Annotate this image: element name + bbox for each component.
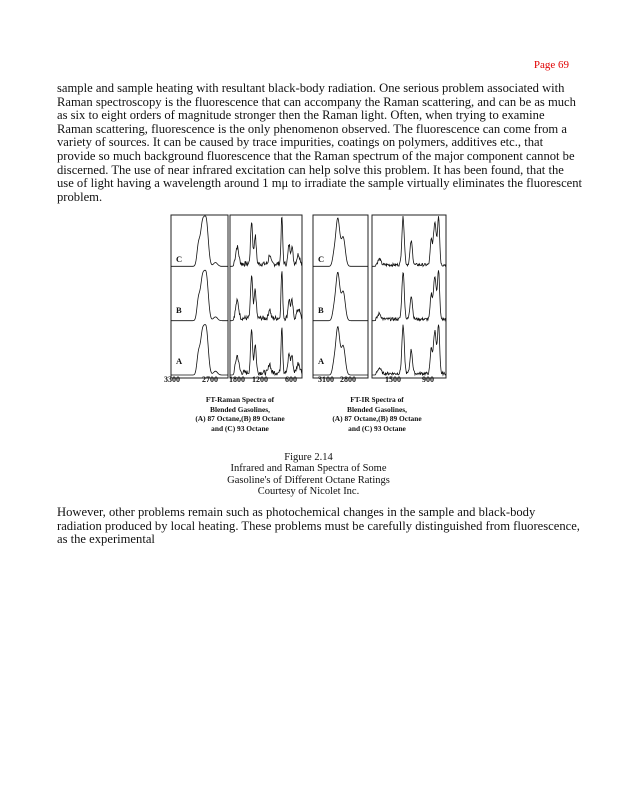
tick-label: 1800 — [229, 375, 245, 384]
figure-caption: Figure 2.14 Infrared and Raman Spectra o… — [0, 452, 617, 498]
tick-label: 1200 — [252, 375, 268, 384]
ir-caption: FT-IR Spectra of Blended Gasolines, (A) … — [312, 395, 442, 433]
raman-caption: FT-Raman Spectra of Blended Gasolines, (… — [175, 395, 305, 433]
spectrum-panel — [170, 214, 229, 379]
caption-line: FT-IR Spectra of — [350, 395, 404, 404]
spectrum-trace — [313, 271, 368, 322]
spectrum-trace — [171, 215, 228, 267]
paragraph-2: However, other problems remain such as p… — [57, 505, 580, 547]
caption-line: (A) 87 Octane,(B) 89 Octane — [195, 414, 285, 424]
spectrum-trace — [230, 271, 303, 322]
text-line: Raman scattering, fluorescence is the on… — [57, 121, 567, 136]
caption-line: FT-Raman Spectra of — [205, 395, 275, 404]
text-line: Raman spectroscopy is the fluorescence t… — [57, 94, 576, 109]
tick-label: 900 — [422, 375, 434, 384]
text-line: provide so much background fluorescence … — [57, 148, 575, 163]
trace-label-a: A — [176, 356, 183, 366]
spectrum-trace — [171, 324, 228, 376]
tick-label: 2700 — [202, 375, 218, 384]
caption-line: and (C) 93 Octane — [211, 423, 269, 433]
spectrum-panel — [371, 214, 447, 379]
spectrum-trace — [230, 216, 303, 268]
trace-label-c: C — [318, 254, 325, 264]
spectrum-trace — [372, 270, 447, 322]
tick-label: 3100 — [318, 375, 334, 384]
caption-line: Blended Gasolines, — [347, 404, 407, 414]
text-line: variety of sources. It can be caused by … — [57, 135, 544, 150]
spectrum-trace — [313, 326, 368, 376]
spectrum-trace — [230, 327, 303, 377]
text-line: problem. — [57, 189, 103, 204]
text-line: discerned. The use of near infrared exci… — [57, 162, 564, 177]
tick-label: 2800 — [340, 375, 356, 384]
text-line: sample and sample heating with resultant… — [57, 81, 565, 95]
spectrum-trace — [313, 217, 368, 267]
caption-line: Infrared and Raman Spectra of Some — [230, 463, 387, 475]
trace-label-b: B — [318, 305, 324, 315]
spectra-figure — [170, 214, 447, 379]
trace-label-b: B — [176, 305, 182, 315]
caption-line: Gasoline's of Different Octane Ratings — [227, 474, 390, 486]
text-line: use of light having a wavelength around … — [57, 176, 583, 191]
spectrum-panel — [229, 214, 303, 379]
paragraph-1: sample and sample heating with resultant… — [57, 81, 583, 204]
caption-line: (A) 87 Octane,(B) 89 Octane — [332, 414, 422, 424]
page-number: Page 69 — [533, 59, 569, 71]
trace-label-c: C — [176, 254, 183, 264]
caption-line: Blended Gasolines, — [210, 404, 270, 414]
spectrum-trace — [372, 215, 447, 268]
tick-label: 1500 — [385, 375, 401, 384]
text-line: as six to eight orders of magnitude stro… — [57, 108, 545, 123]
trace-label-a: A — [318, 356, 325, 366]
caption-line: Figure 2.14 — [284, 452, 333, 463]
spectrum-trace — [171, 269, 228, 322]
caption-line: Courtesy of Nicolet Inc. — [257, 486, 360, 498]
text-line: radiation produced by local heating. The… — [57, 518, 580, 533]
caption-line: and (C) 93 Octane — [348, 423, 406, 433]
text-line: However, other problems remain such as p… — [57, 505, 536, 519]
tick-label: 600 — [285, 375, 297, 384]
spectrum-panel — [312, 214, 369, 379]
text-line: as the experimental — [57, 532, 155, 547]
tick-label: 3300 — [164, 375, 180, 384]
spectrum-trace — [372, 324, 447, 377]
